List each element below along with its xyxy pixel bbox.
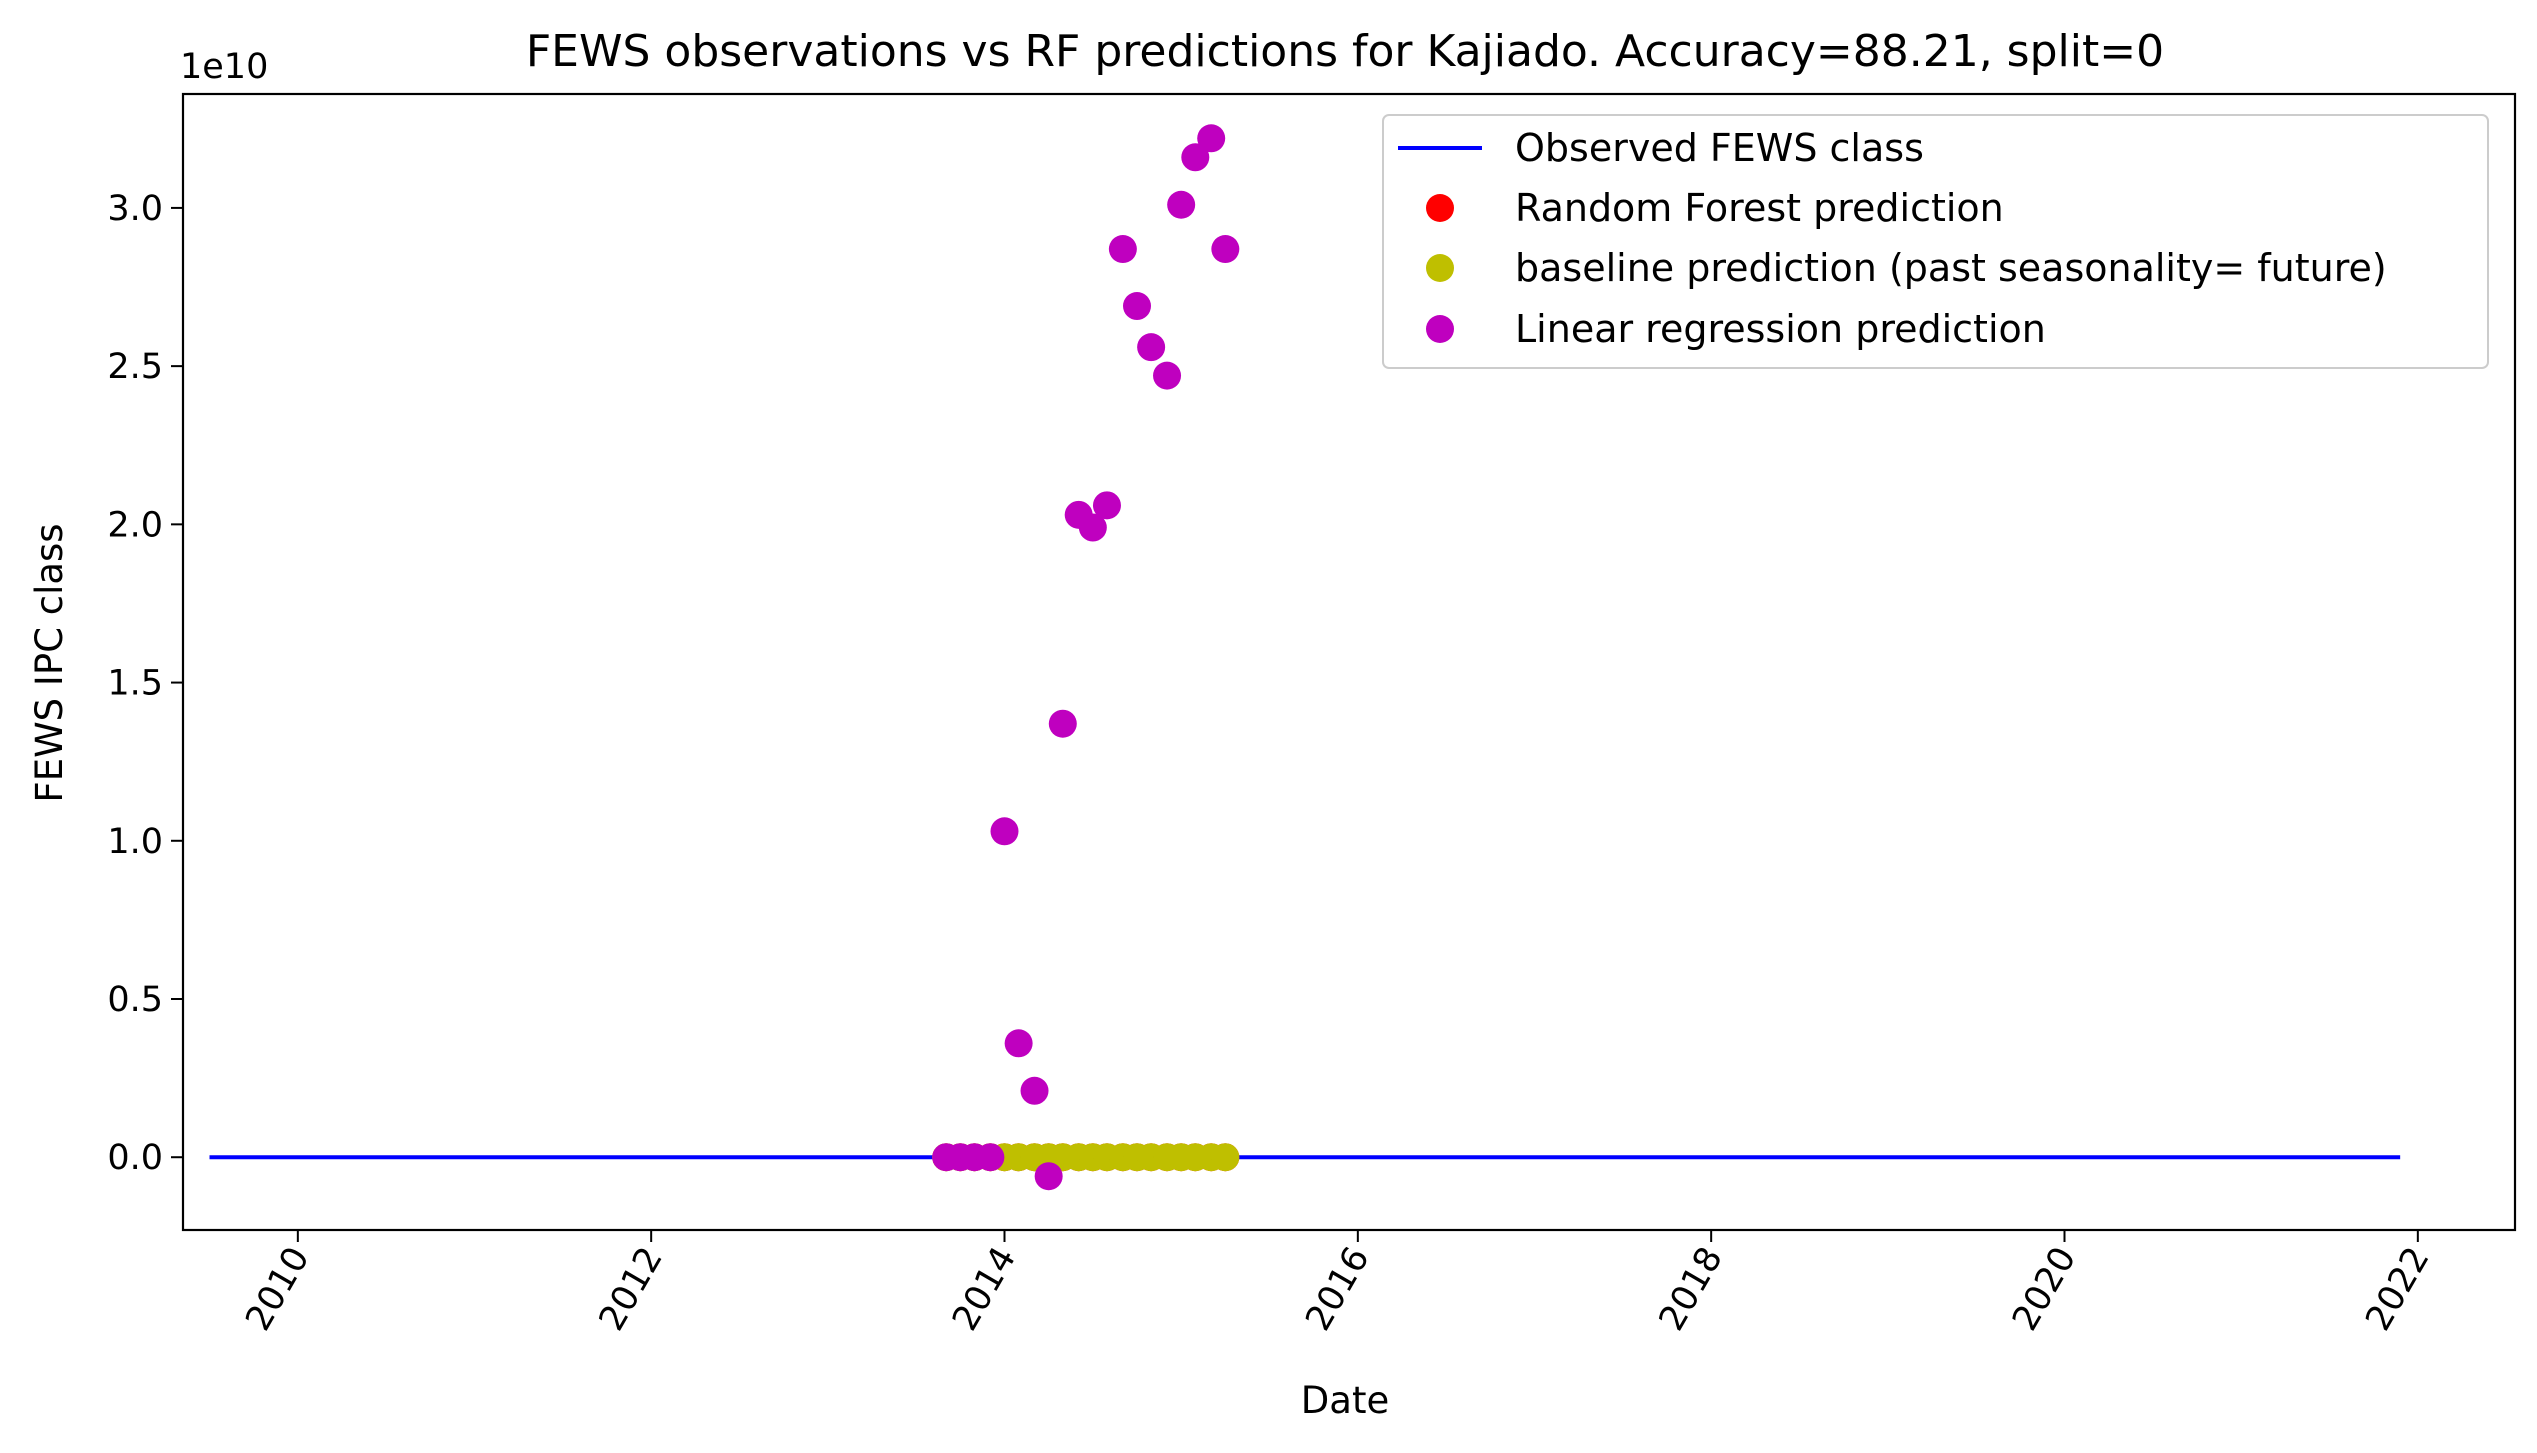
data-point — [1197, 124, 1226, 153]
y-tick-label: 1.0 — [107, 822, 163, 862]
legend-label-observed: Observed FEWS class — [1515, 126, 1924, 170]
data-point — [1167, 190, 1196, 219]
legend-label-baseline: baseline prediction (past seasonality= f… — [1515, 246, 2387, 290]
data-point — [1078, 513, 1107, 542]
data-point — [1092, 491, 1121, 520]
legend-swatch-random-forest — [1426, 194, 1454, 222]
data-point — [976, 1143, 1005, 1172]
series-3 — [932, 124, 1240, 1191]
y-tick-label: 0.0 — [107, 1138, 163, 1178]
plot-area — [209, 124, 2401, 1191]
legend-label-random-forest: Random Forest prediction — [1515, 186, 2004, 230]
data-point — [1020, 1076, 1049, 1105]
data-point — [1004, 1029, 1033, 1058]
x-axis-label: Date — [1301, 1379, 1389, 1422]
legend-swatch-linear-regression — [1426, 315, 1454, 343]
y-tick-label: 0.5 — [107, 980, 163, 1020]
y-tick-label: 3.0 — [107, 189, 163, 229]
data-point — [1108, 235, 1137, 264]
data-point — [1034, 1162, 1063, 1191]
data-point — [1137, 333, 1166, 362]
data-point — [1153, 361, 1182, 390]
y-tick-label: 1.5 — [107, 664, 163, 704]
chart-title: FEWS observations vs RF predictions for … — [526, 26, 2164, 77]
y-exponent-label: 1e10 — [180, 47, 268, 87]
data-point — [1123, 292, 1151, 321]
data-point — [1181, 143, 1210, 172]
data-point — [1211, 235, 1240, 264]
plot-frame — [181, 92, 2517, 1232]
data-point — [990, 817, 1019, 846]
y-tick-label: 2.5 — [107, 347, 163, 387]
legend: Observed FEWS class Random Forest predic… — [1382, 114, 2489, 369]
y-axis: 0.0 0.5 1.0 1.5 2.0 2.5 3.0 — [107, 189, 183, 1178]
data-point — [1048, 709, 1077, 738]
legend-box — [1382, 114, 2489, 369]
y-axis-label: FEWS IPC class — [28, 523, 71, 802]
legend-swatch-baseline — [1426, 254, 1454, 282]
legend-label-linear-regression: Linear regression prediction — [1515, 307, 2046, 351]
data-point — [1211, 1143, 1240, 1172]
y-tick-label: 2.0 — [107, 505, 163, 545]
